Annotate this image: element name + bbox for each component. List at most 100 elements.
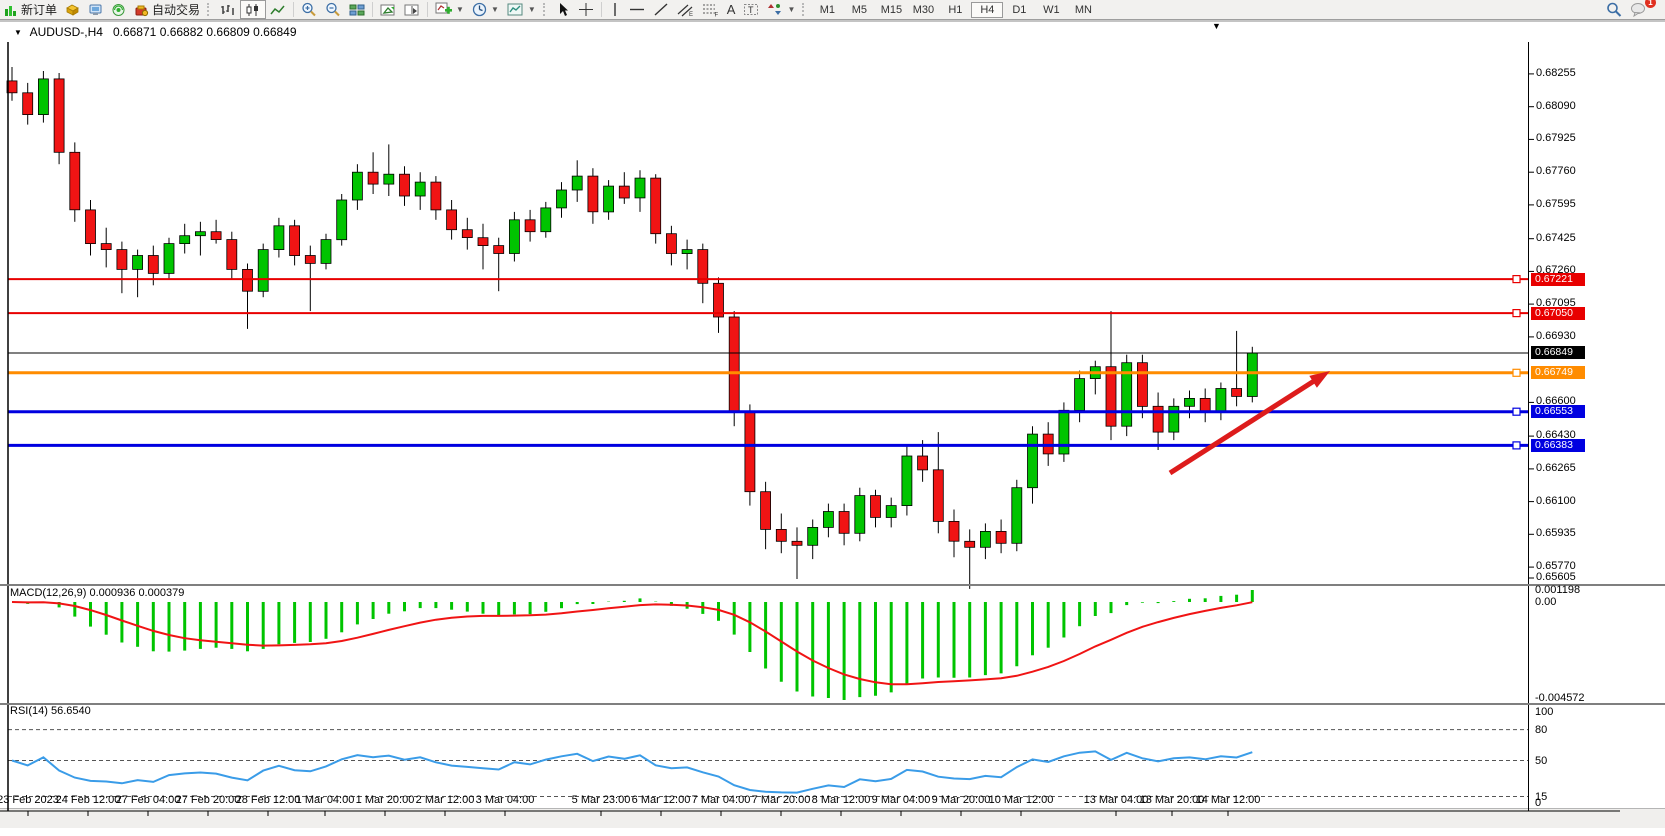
svg-text:E: E (689, 12, 693, 17)
rsi-level-label: 50 (1535, 754, 1548, 767)
chart-scroll-button[interactable] (400, 1, 424, 18)
price-tick-label: 0.65770 (1536, 560, 1576, 573)
tf-mn-button[interactable]: MN (1074, 3, 1092, 16)
current-price-label: 0.66849 (1531, 346, 1585, 360)
auto-arrange-button[interactable] (376, 1, 400, 18)
candlestick-chart-button[interactable] (240, 0, 267, 19)
price-tick-label: 0.66930 (1536, 329, 1576, 342)
crosshair-button[interactable] (574, 1, 598, 18)
navigator-icon (112, 3, 125, 16)
text-button[interactable]: A (726, 2, 736, 17)
hline-price-label: 0.66749 (1531, 366, 1585, 380)
indicators-button[interactable]: ▼ (431, 1, 468, 18)
channel-button[interactable]: E (673, 1, 698, 18)
line-chart-button[interactable] (266, 1, 290, 18)
fibonacci-button[interactable]: F (698, 1, 723, 18)
macd-zero-label: 0.00 (1535, 595, 1557, 608)
charts-profile-icon (66, 4, 79, 16)
time-axis-label: 13 Mar 20:00 (1139, 794, 1205, 806)
time-axis-label: 8 Mar 12:00 (811, 794, 871, 806)
macd-signal-line (11, 601, 1253, 686)
auto-trading-label: 自动交易 (152, 3, 201, 17)
text-label-button[interactable]: T (739, 1, 763, 18)
templates-button[interactable]: ▼ (503, 1, 540, 18)
tf-d1-button[interactable]: D1 (1012, 3, 1027, 16)
chat-icon (1631, 3, 1645, 17)
time-axis-label: 14 Mar 12:00 (1195, 794, 1261, 806)
toolbar-grip (542, 3, 549, 16)
periods-icon (472, 2, 487, 17)
rsi-name: RSI(14) (10, 705, 48, 717)
tf-h1-button[interactable]: H1 (948, 3, 963, 16)
notifications-button[interactable]: 1 (1626, 0, 1656, 18)
tf-w1-button[interactable]: W1 (1043, 3, 1060, 16)
navigator-button[interactable] (107, 1, 130, 18)
horizontal-line-button[interactable] (625, 1, 649, 18)
hline-handle[interactable] (1512, 275, 1521, 284)
cursor-button[interactable] (552, 1, 574, 18)
charts-profile-button[interactable] (61, 1, 84, 18)
price-tick-label: 0.67595 (1536, 197, 1576, 210)
tf-m5-button[interactable]: M5 (851, 3, 868, 16)
tf-m30-button[interactable]: M30 (912, 3, 935, 16)
time-axis-label: 1 Mar 20:00 (355, 794, 415, 806)
price-tick-label: 0.67925 (1536, 132, 1576, 145)
notification-badge: 1 (1645, 0, 1656, 8)
price-tick-label: 0.67095 (1536, 297, 1576, 310)
hline-handle[interactable] (1512, 309, 1521, 318)
shapes-icon (768, 4, 782, 15)
trendline-button[interactable] (649, 1, 673, 18)
price-tick-label: 0.66100 (1536, 494, 1576, 507)
candles[interactable] (6, 67, 1258, 589)
market-watch-button[interactable] (84, 1, 107, 18)
time-axis-label: 23 Feb 2023 (0, 794, 59, 806)
chart-window[interactable]: ▼ AUDUSD-,H4 0.66871 0.66882 0.66809 0.6… (0, 20, 1665, 827)
crosshair-icon (578, 3, 593, 16)
new-order-button[interactable]: 新订单 (0, 1, 61, 18)
hline-handle[interactable] (1512, 368, 1521, 377)
chevron-down-icon: ▼ (456, 5, 464, 14)
tf-h4-button[interactable]: H4 (971, 1, 1004, 18)
hline-price-label: 0.67221 (1531, 272, 1585, 286)
search-button[interactable] (1602, 1, 1626, 18)
toolbar-grip (207, 3, 213, 16)
tf-m1-button[interactable]: M1 (819, 3, 836, 16)
price-tick-label: 0.67425 (1536, 231, 1576, 244)
chart-shift-marker[interactable]: ▼ (1212, 21, 1221, 31)
periods-button[interactable]: ▼ (468, 1, 503, 18)
tf-m15-button[interactable]: M15 (880, 3, 903, 16)
price-tick-label: 0.65935 (1536, 527, 1576, 540)
ohlc-close: 0.66849 (253, 25, 297, 39)
window-bottom-strip (0, 808, 1665, 828)
time-axis-label: 9 Mar 20:00 (931, 794, 991, 806)
ohlc-low: 0.66809 (206, 25, 250, 39)
macd-name: MACD(12,26,9) (10, 587, 87, 599)
macd-indicator-label: MACD(12,26,9) 0.000936 0.000379 (10, 587, 184, 599)
auto-arrange-icon (380, 4, 395, 15)
rsi-level-label: 0 (1535, 797, 1542, 809)
trend-arrow[interactable] (1168, 371, 1330, 476)
zoom-in-button[interactable] (297, 1, 321, 18)
price-tick-label: 0.65605 (1536, 571, 1576, 583)
candlestick-chart-icon (246, 3, 259, 16)
vertical-line-button[interactable] (605, 1, 625, 18)
price-tick-label: 0.66600 (1536, 395, 1576, 408)
macd-max-label: 0.001198 (1535, 584, 1581, 596)
hline-handle[interactable] (1512, 407, 1521, 416)
chevron-down-icon: ▼ (787, 5, 796, 14)
zoom-out-icon (326, 2, 340, 17)
toolbar-separator (293, 2, 295, 17)
fibonacci-icon: F (702, 4, 718, 17)
toolbar-separator (372, 2, 374, 17)
shapes-button[interactable]: ▼ (763, 1, 799, 18)
rsi-level-label: 100 (1535, 706, 1554, 718)
rsi-line (11, 750, 1253, 794)
vertical-line-icon (614, 3, 616, 16)
zoom-out-button[interactable] (321, 1, 345, 18)
tile-windows-button[interactable] (345, 1, 369, 18)
bar-chart-button[interactable] (216, 1, 240, 18)
auto-trading-button[interactable]: 自动交易 (130, 1, 204, 18)
cursor-icon (559, 3, 568, 16)
hline-handle[interactable] (1512, 441, 1521, 450)
